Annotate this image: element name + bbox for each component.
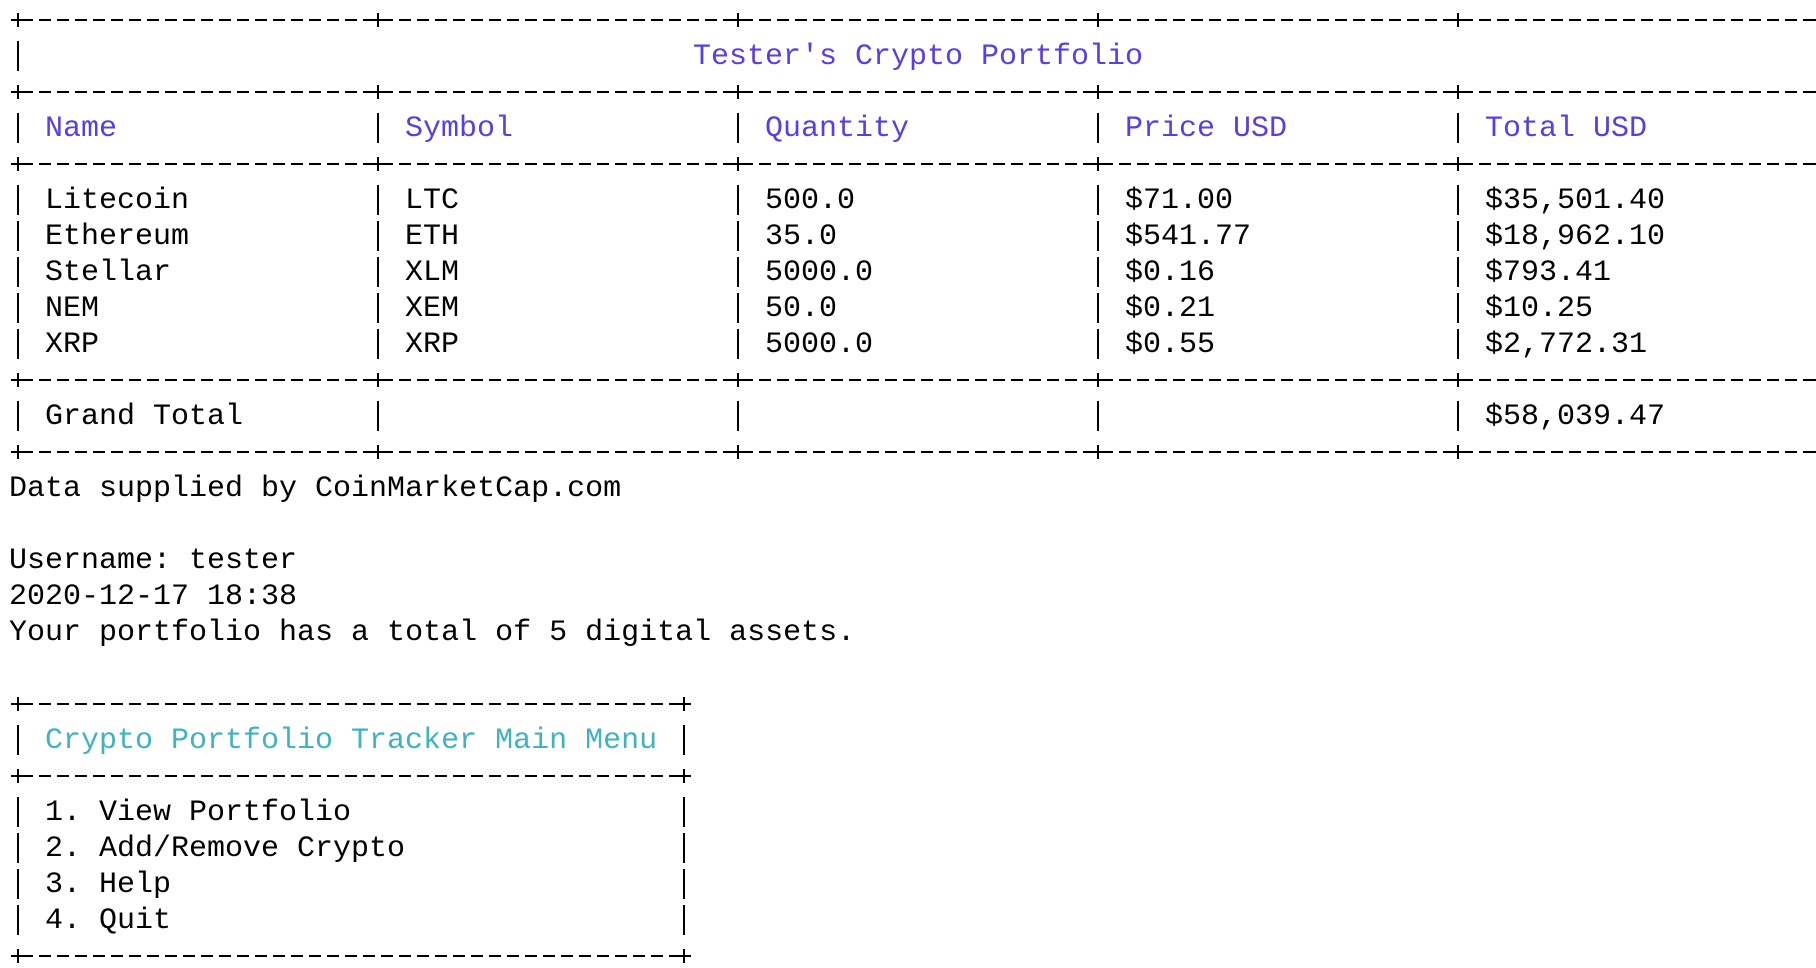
table-cell: $10.25: [1485, 292, 1593, 326]
data-source: Data supplied by CoinMarketCap.com: [9, 472, 621, 506]
column-header: Total USD: [1485, 112, 1647, 146]
menu-item: 2. Add/Remove Crypto: [45, 832, 405, 866]
table-cell: $71.00: [1125, 184, 1233, 218]
table-cell: $35,501.40: [1485, 184, 1665, 218]
table-cell: ETH: [405, 220, 459, 254]
grand-total-label: Grand Total: [45, 400, 243, 434]
table-cell: $2,772.31: [1485, 328, 1647, 362]
menu-item: 1. View Portfolio: [45, 796, 351, 830]
table-cell: 5000.0: [765, 328, 873, 362]
table-cell: $0.21: [1125, 292, 1215, 326]
datetime: 2020-12-17 18:38: [9, 580, 297, 614]
menu-item: 4. Quit: [45, 904, 171, 938]
column-header: Symbol: [405, 112, 513, 146]
grand-total-value: $58,039.47: [1485, 400, 1665, 434]
table-cell: 500.0: [765, 184, 855, 218]
table-cell: XRP: [405, 328, 459, 362]
table-cell: Litecoin: [45, 184, 189, 218]
table-cell: $18,962.10: [1485, 220, 1665, 254]
table-cell: LTC: [405, 184, 459, 218]
table-cell: 50.0: [765, 292, 837, 326]
table-cell: $0.55: [1125, 328, 1215, 362]
table-cell: $793.41: [1485, 256, 1611, 290]
table-cell: 5000.0: [765, 256, 873, 290]
table-cell: XEM: [405, 292, 459, 326]
table-title: Tester's Crypto Portfolio: [693, 40, 1143, 74]
menu-title: Crypto Portfolio Tracker Main Menu: [45, 724, 657, 758]
username: Username: tester: [9, 544, 297, 578]
table-cell: NEM: [45, 292, 99, 326]
table-cell: Stellar: [45, 256, 171, 290]
table-cell: $541.77: [1125, 220, 1251, 254]
table-cell: 35.0: [765, 220, 837, 254]
column-header: Name: [45, 112, 117, 146]
table-cell: Ethereum: [45, 220, 189, 254]
table-cell: XLM: [405, 256, 459, 290]
column-header: Price USD: [1125, 112, 1287, 146]
column-header: Quantity: [765, 112, 909, 146]
summary: Your portfolio has a total of 5 digital …: [9, 616, 855, 650]
table-cell: $0.16: [1125, 256, 1215, 290]
menu-item: 3. Help: [45, 868, 171, 902]
table-cell: XRP: [45, 328, 99, 362]
